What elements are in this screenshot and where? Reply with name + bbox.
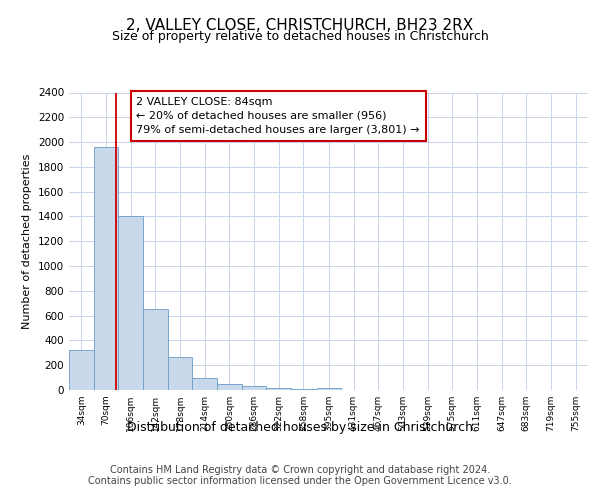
Bar xyxy=(168,356,193,390)
Text: Contains public sector information licensed under the Open Government Licence v3: Contains public sector information licen… xyxy=(88,476,512,486)
Text: 2 VALLEY CLOSE: 84sqm
← 20% of detached houses are smaller (956)
79% of semi-det: 2 VALLEY CLOSE: 84sqm ← 20% of detached … xyxy=(136,97,420,135)
Text: 2, VALLEY CLOSE, CHRISTCHURCH, BH23 2RX: 2, VALLEY CLOSE, CHRISTCHURCH, BH23 2RX xyxy=(127,18,473,32)
Bar xyxy=(242,386,266,390)
Bar xyxy=(193,378,217,390)
Bar xyxy=(143,310,168,390)
Bar xyxy=(266,388,291,390)
Y-axis label: Number of detached properties: Number of detached properties xyxy=(22,154,32,329)
Bar xyxy=(317,388,341,390)
Bar xyxy=(291,389,316,390)
Text: Size of property relative to detached houses in Christchurch: Size of property relative to detached ho… xyxy=(112,30,488,43)
Text: Distribution of detached houses by size in Christchurch: Distribution of detached houses by size … xyxy=(127,421,473,434)
Text: Contains HM Land Registry data © Crown copyright and database right 2024.: Contains HM Land Registry data © Crown c… xyxy=(110,465,490,475)
Bar xyxy=(217,384,242,390)
Bar xyxy=(69,350,94,390)
Bar xyxy=(94,147,118,390)
Bar xyxy=(118,216,143,390)
